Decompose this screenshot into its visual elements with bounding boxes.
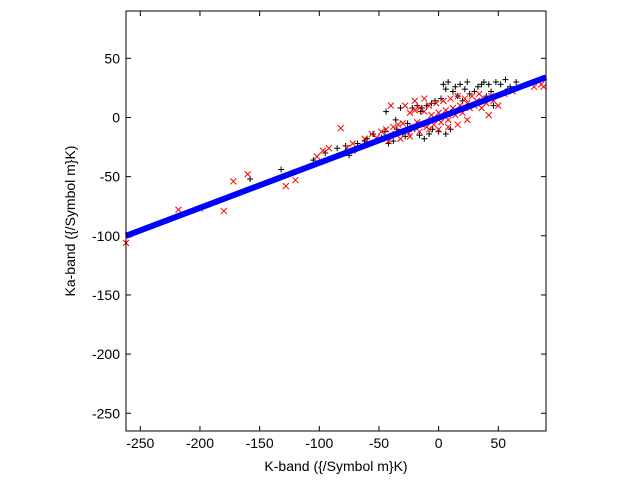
x-marker-point — [175, 206, 182, 214]
x-marker-point — [494, 102, 502, 110]
x-marker-point — [282, 182, 290, 190]
x-marker-point — [416, 104, 423, 112]
plus-marker-point — [390, 138, 397, 145]
plus-marker-point — [440, 81, 447, 88]
plus-marker-point — [381, 128, 388, 135]
plus-marker-point — [429, 126, 436, 133]
x-tick-label: -200 — [186, 435, 214, 451]
plus-marker-point — [445, 78, 452, 85]
x-tick-label: -250 — [126, 435, 154, 451]
x-marker-point — [461, 95, 469, 102]
plus-marker-point — [452, 83, 459, 90]
x-marker-point — [435, 125, 442, 133]
plus-marker-point — [342, 142, 349, 149]
x-tick-label: -150 — [246, 435, 274, 451]
x-marker-point — [382, 125, 390, 133]
x-marker-point — [463, 116, 471, 124]
x-marker-point — [399, 120, 407, 127]
plus-marker-point — [502, 76, 509, 83]
x-marker-point — [313, 153, 321, 160]
x-marker-point — [411, 107, 419, 114]
x-marker-point — [485, 111, 493, 119]
x-marker-point — [411, 97, 419, 105]
plus-marker-point — [474, 83, 481, 90]
y-tick-label: -250 — [92, 405, 120, 421]
plus-marker-point — [442, 86, 449, 93]
y-tick-label: 50 — [104, 50, 120, 66]
x-marker-point — [337, 124, 345, 132]
x-marker-point — [432, 99, 440, 107]
x-tick-label: 0 — [435, 435, 443, 451]
x-marker-point — [454, 92, 462, 100]
plus-marker-point — [369, 131, 376, 138]
x-tick-label: 50 — [490, 435, 506, 451]
x-marker-point — [416, 128, 423, 136]
plus-marker-point — [421, 135, 428, 142]
x-marker-point — [230, 178, 237, 185]
plus-marker-point — [492, 78, 499, 85]
x-marker-point — [361, 135, 368, 143]
plus-marker-point — [426, 131, 433, 138]
x-marker-point — [420, 108, 428, 115]
plus-marker-point — [334, 145, 341, 152]
plus-marker-point — [490, 102, 497, 109]
x-marker-point — [406, 109, 414, 117]
y-tick-label: -50 — [100, 169, 120, 185]
x-axis-label: K-band ({/Symbol m}K) — [264, 458, 407, 474]
x-marker-point — [220, 207, 228, 215]
plus-marker-point — [449, 88, 456, 95]
x-marker-point — [425, 102, 433, 110]
x-marker-point — [447, 95, 454, 102]
plus-marker-point — [480, 78, 487, 85]
plus-marker-point — [457, 81, 464, 88]
plus-marker-point — [485, 81, 492, 88]
fit-line — [124, 74, 548, 239]
x-marker-point — [387, 102, 395, 110]
y-tick-label: -150 — [92, 287, 120, 303]
plus-marker-point — [404, 120, 411, 127]
x-tick-label: -50 — [369, 435, 389, 451]
y-axis-label: Ka-band ({/Symbol m}K) — [62, 146, 78, 297]
x-marker-point — [368, 130, 376, 138]
plus-marker-point — [497, 81, 504, 88]
x-tick-label: -100 — [305, 435, 333, 451]
plus-marker-point — [513, 78, 520, 85]
x-marker-point — [325, 144, 333, 152]
x-marker-point — [440, 97, 447, 105]
x-marker-point — [377, 128, 385, 136]
x-marker-point — [319, 147, 327, 154]
plus-marker-point — [416, 132, 423, 139]
plus-marker-point — [461, 86, 468, 93]
plot-area-frame — [125, 10, 547, 432]
axis-ticks: -250 -200 -150 -100 -50 0 50 -250 -200 -150 -100 -5… — [92, 11, 546, 451]
x-marker-point — [444, 123, 452, 131]
plus-marker-point — [278, 166, 285, 173]
x-marker-point — [454, 121, 462, 128]
x-marker-point — [292, 176, 299, 184]
y-tick-label: -200 — [92, 346, 120, 362]
plus-marker-point — [383, 108, 390, 115]
plus-marker-point — [488, 88, 495, 95]
y-tick-label: -100 — [92, 228, 120, 244]
x-marker-point — [349, 140, 357, 147]
x-marker-point — [401, 102, 409, 110]
x-marker-point — [420, 95, 428, 102]
fit-line-segment — [124, 74, 548, 239]
x-marker-point — [244, 170, 252, 178]
plus-marker-point — [464, 78, 471, 85]
plus-marker-point — [432, 97, 439, 104]
x-marker-point — [406, 133, 414, 140]
x-marker-point — [425, 125, 433, 133]
x-marker-point — [389, 123, 397, 131]
y-tick-label: 0 — [112, 109, 120, 125]
plus-marker-point — [442, 131, 449, 138]
x-marker-point — [397, 135, 404, 143]
